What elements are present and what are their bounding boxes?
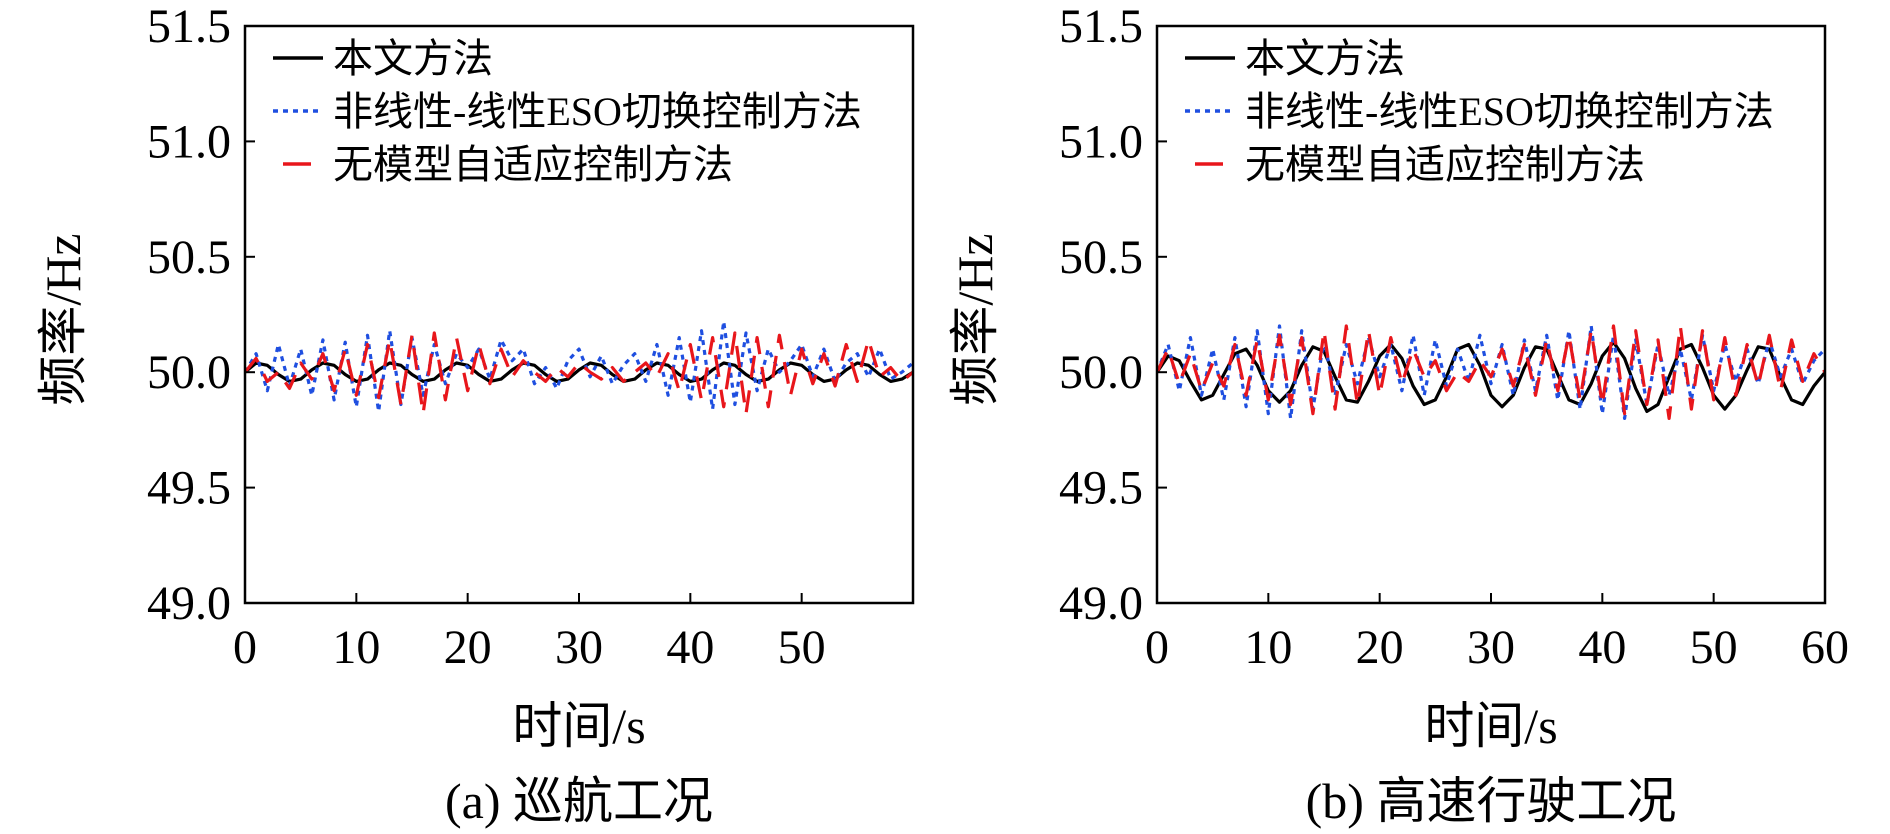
y-axis-title: 频率/Hz: [947, 233, 1003, 405]
panel-caption: (b) 高速行驶工况: [1306, 773, 1677, 829]
x-tick-label: 30: [555, 621, 603, 674]
y-tick-label: 49.0: [1059, 577, 1143, 630]
y-tick-label: 50.0: [1059, 346, 1143, 399]
x-tick-label: 40: [1578, 621, 1626, 674]
x-tick-label: 0: [1145, 621, 1169, 674]
series-line-0: [245, 361, 913, 383]
y-tick-label: 49.0: [147, 577, 231, 630]
panel-caption: (a) 巡航工况: [445, 773, 713, 829]
x-tick-label: 60: [1801, 621, 1849, 674]
legend-label-0: 本文方法: [333, 36, 493, 81]
x-tick-label: 40: [666, 621, 714, 674]
y-tick-label: 50.0: [147, 346, 231, 399]
series-line-2: [245, 331, 913, 416]
legend-label-0: 本文方法: [1245, 36, 1405, 81]
x-axis-title: 时间/s: [1424, 698, 1557, 754]
y-tick-label: 50.5: [147, 231, 231, 284]
series-line-2: [1157, 324, 1825, 420]
x-tick-label: 50: [1690, 621, 1738, 674]
legend-label-1: 非线性-线性ESO切换控制方法: [1245, 89, 1774, 134]
x-tick-label: 10: [1244, 621, 1292, 674]
x-axis-title: 时间/s: [512, 698, 645, 754]
y-tick-label: 51.5: [1059, 0, 1143, 53]
y-tick-label: 51.0: [147, 115, 231, 168]
legend-label-2: 无模型自适应控制方法: [333, 142, 733, 187]
y-tick-label: 49.5: [1059, 462, 1143, 515]
series-line-1: [245, 319, 913, 413]
y-axis-title: 频率/Hz: [35, 233, 91, 405]
x-tick-label: 20: [444, 621, 492, 674]
y-tick-label: 51.0: [1059, 115, 1143, 168]
legend-label-2: 无模型自适应控制方法: [1245, 142, 1645, 187]
x-tick-label: 20: [1356, 621, 1404, 674]
x-tick-label: 50: [778, 621, 826, 674]
x-tick-label: 10: [332, 621, 380, 674]
y-tick-label: 49.5: [147, 462, 231, 515]
legend-label-1: 非线性-线性ESO切换控制方法: [333, 89, 862, 134]
y-tick-label: 51.5: [147, 0, 231, 53]
x-tick-label: 0: [233, 621, 257, 674]
chart-panel-b: 0 10 20 30 40 50 60 49.0 49.5 50.0 50.5 51.0 51.5 时间/…: [947, 0, 1849, 829]
x-tick-label: 30: [1467, 621, 1515, 674]
chart-panel-a: 0 10 20 30 40 50 49.0 49.5 50.0 50.5 51.0 51.5 时间/s 频…: [35, 0, 915, 829]
y-tick-label: 50.5: [1059, 231, 1143, 284]
series-group: [1157, 324, 1825, 420]
series-group: [245, 319, 913, 416]
